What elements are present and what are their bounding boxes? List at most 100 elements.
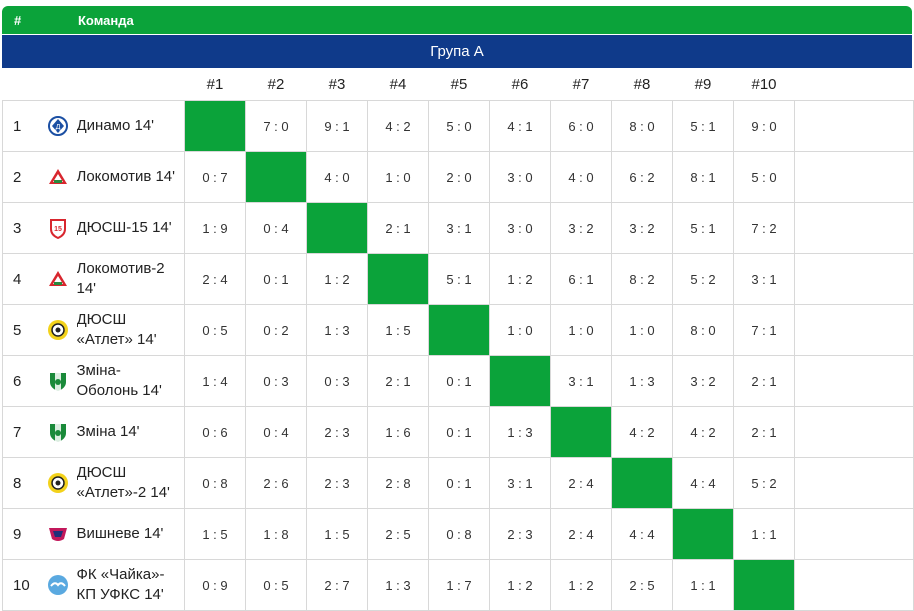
match-score: 3 : 2 xyxy=(550,202,612,254)
team-name[interactable]: Динамо 14' xyxy=(76,100,185,152)
self-match-cell xyxy=(550,406,612,458)
atlet-logo-icon xyxy=(47,319,69,341)
match-score: 0 : 3 xyxy=(245,355,307,407)
dynamo-logo-icon: Д xyxy=(47,115,69,137)
match-score: 0 : 1 xyxy=(245,253,307,305)
header-spacer xyxy=(3,68,39,101)
team-position: 6 xyxy=(2,355,39,407)
match-score: 4 : 0 xyxy=(550,151,612,203)
match-score: 1 : 2 xyxy=(489,559,551,611)
match-score: 6 : 1 xyxy=(550,253,612,305)
match-score: 5 : 1 xyxy=(428,253,490,305)
match-score: 1 : 3 xyxy=(367,559,429,611)
match-score: 3 : 1 xyxy=(489,457,551,509)
match-score: 2 : 1 xyxy=(733,355,795,407)
match-score: 5 : 2 xyxy=(672,253,734,305)
team-position: 7 xyxy=(2,406,39,458)
column-header-4: #4 xyxy=(389,75,407,93)
match-score: 1 : 7 xyxy=(428,559,490,611)
team-logo-cell xyxy=(38,151,77,203)
match-score: 0 : 4 xyxy=(245,406,307,458)
dyussh15-logo-icon: 15 xyxy=(47,217,69,240)
match-score: 3 : 1 xyxy=(550,355,612,407)
match-score: 1 : 2 xyxy=(489,253,551,305)
team-logo-cell: 15 xyxy=(38,202,77,254)
lokomotiv-logo-icon xyxy=(47,166,69,188)
self-match-cell xyxy=(306,202,368,254)
row-spacer xyxy=(794,559,914,611)
match-score: 0 : 6 xyxy=(184,406,246,458)
match-score: 2 : 1 xyxy=(367,355,429,407)
match-score: 2 : 4 xyxy=(550,457,612,509)
team-logo-cell: Д xyxy=(38,100,77,152)
match-score: 0 : 2 xyxy=(245,304,307,356)
match-score: 4 : 4 xyxy=(611,508,673,560)
row-spacer xyxy=(794,406,914,458)
match-score: 4 : 0 xyxy=(306,151,368,203)
team-name[interactable]: Зміна 14' xyxy=(76,406,185,458)
column-header-7: #7 xyxy=(572,75,590,93)
match-score: 2 : 1 xyxy=(733,406,795,458)
team-name[interactable]: Локомотив 14' xyxy=(76,151,185,203)
match-score: 0 : 3 xyxy=(306,355,368,407)
team-position: 5 xyxy=(2,304,39,356)
match-score: 2 : 0 xyxy=(428,151,490,203)
row-spacer xyxy=(794,355,914,407)
column-header-row: #1 #2 #3 #4 #5 #6 #7 #8 #9 #10 xyxy=(3,68,914,101)
match-score: 2 : 6 xyxy=(245,457,307,509)
match-score: 3 : 0 xyxy=(489,151,551,203)
match-score: 2 : 5 xyxy=(611,559,673,611)
match-score: 4 : 2 xyxy=(367,100,429,152)
team-logo-cell xyxy=(38,355,77,407)
match-score: 6 : 0 xyxy=(550,100,612,152)
column-header-6: #6 xyxy=(511,75,529,93)
column-header-8: #8 xyxy=(633,75,651,93)
match-score: 1 : 0 xyxy=(367,151,429,203)
team-name[interactable]: Локомотив-2 14' xyxy=(76,253,185,305)
match-score: 2 : 8 xyxy=(367,457,429,509)
team-position: 10 xyxy=(2,559,39,611)
match-score: 0 : 8 xyxy=(428,508,490,560)
team-position: 4 xyxy=(2,253,39,305)
row-spacer xyxy=(794,202,914,254)
team-name[interactable]: ДЮСШ «Атлет» 14' xyxy=(76,304,185,356)
row-spacer xyxy=(794,100,914,152)
match-score: 4 : 2 xyxy=(611,406,673,458)
team-logo-cell xyxy=(38,559,77,611)
match-score: 0 : 7 xyxy=(184,151,246,203)
match-score: 1 : 5 xyxy=(367,304,429,356)
match-score: 1 : 0 xyxy=(489,304,551,356)
column-header-3: #3 xyxy=(328,75,346,93)
column-header-9: #9 xyxy=(694,75,712,93)
column-header-1: #1 xyxy=(206,75,224,93)
self-match-cell xyxy=(611,457,673,509)
self-match-cell xyxy=(489,355,551,407)
column-header-2: #2 xyxy=(267,75,285,93)
self-match-cell xyxy=(367,253,429,305)
team-name[interactable]: ФК «Чайка»-КП УФКС 14' xyxy=(76,559,185,611)
team-name[interactable]: Зміна-Оболонь 14' xyxy=(76,355,185,407)
header-team-label: Команда xyxy=(78,13,134,28)
match-score: 3 : 1 xyxy=(733,253,795,305)
team-name[interactable]: Вишневе 14' xyxy=(76,508,185,560)
row-spacer xyxy=(794,304,914,356)
match-score: 4 : 2 xyxy=(672,406,734,458)
match-score: 2 : 4 xyxy=(184,253,246,305)
match-score: 1 : 6 xyxy=(367,406,429,458)
team-name[interactable]: ДЮСШ «Атлет»-2 14' xyxy=(76,457,185,509)
zmina-logo-icon xyxy=(47,421,69,443)
match-score: 2 : 4 xyxy=(550,508,612,560)
match-score: 7 : 0 xyxy=(245,100,307,152)
match-score: 0 : 8 xyxy=(184,457,246,509)
row-spacer xyxy=(794,253,914,305)
team-name[interactable]: ДЮСШ-15 14' xyxy=(76,202,185,254)
match-score: 1 : 3 xyxy=(306,304,368,356)
match-score: 5 : 2 xyxy=(733,457,795,509)
match-score: 3 : 2 xyxy=(611,202,673,254)
match-score: 6 : 2 xyxy=(611,151,673,203)
match-score: 2 : 3 xyxy=(489,508,551,560)
